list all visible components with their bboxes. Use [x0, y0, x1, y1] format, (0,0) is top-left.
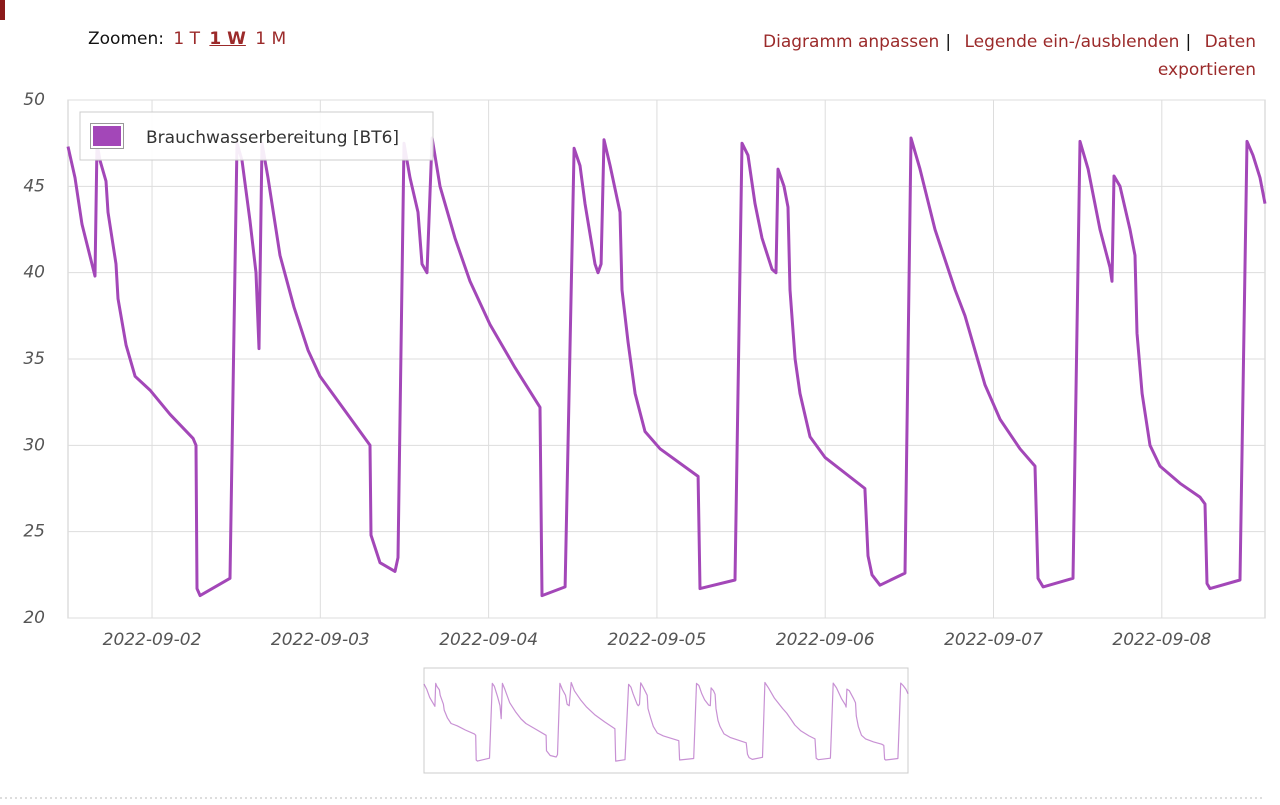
legend-box — [79, 111, 434, 161]
separator: | — [1185, 32, 1192, 52]
y-tick-label: 20 — [23, 608, 45, 628]
navigator-line — [423, 681, 909, 762]
y-tick-label: 40 — [23, 263, 45, 283]
x-tick-label: 2022-09-03 — [271, 630, 370, 650]
legend-swatch — [91, 124, 123, 148]
y-tick-label: 30 — [23, 435, 45, 455]
navigator-box — [423, 667, 909, 774]
x-tick-label: 2022-09-05 — [608, 630, 707, 650]
x-tick-label: 2022-09-08 — [1112, 630, 1211, 650]
link-bar: Diagramm anpassen | Legende ein-/ausblend… — [686, 28, 1256, 84]
zoom-bar: Zoomen: 1 T 1 W 1 M — [88, 29, 286, 49]
zoom-option[interactable]: 1 T — [173, 29, 200, 49]
legend-label: Brauchwasserbereitung [BT6] — [146, 128, 399, 148]
data-line — [66, 136, 1267, 598]
accent-bar — [0, 0, 5, 20]
x-tick-label: 2022-09-06 — [776, 630, 875, 650]
link[interactable]: Daten exportieren — [1157, 32, 1256, 80]
x-tick-label: 2022-09-07 — [944, 630, 1043, 650]
x-tick-label: 2022-09-04 — [439, 630, 538, 650]
y-tick-label: 35 — [23, 349, 45, 369]
separator: | — [945, 32, 952, 52]
y-tick-label: 50 — [23, 90, 45, 110]
zoom-option[interactable]: 1 W — [209, 29, 246, 49]
link[interactable]: Legende ein-/ausblenden — [964, 32, 1180, 52]
link[interactable]: Diagramm anpassen — [763, 32, 940, 52]
zoom-option[interactable]: 1 M — [255, 29, 287, 49]
y-tick-label: 25 — [23, 522, 45, 542]
x-tick-label: 2022-09-02 — [103, 630, 202, 650]
y-tick-label: 45 — [23, 176, 45, 196]
zoom-label: Zoomen: — [88, 29, 164, 49]
